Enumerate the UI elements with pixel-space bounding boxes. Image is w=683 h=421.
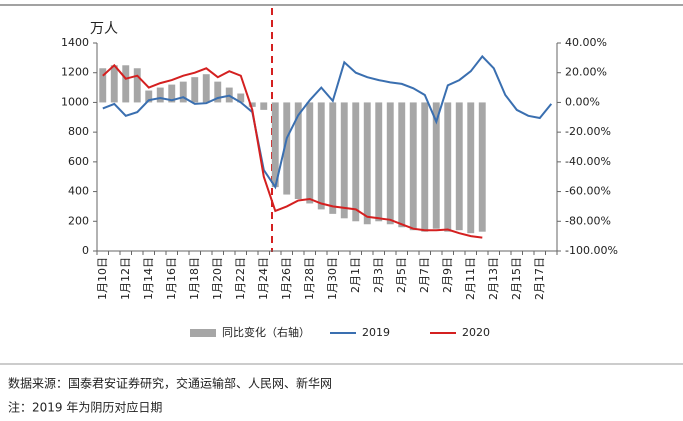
- x-tick-label: 2月17日: [533, 257, 546, 300]
- bar: [455, 102, 463, 231]
- y-tick-label: 0: [82, 244, 89, 257]
- bar: [156, 87, 164, 103]
- x-tick-label: 1月28日: [303, 257, 316, 300]
- x-tick-label: 2月7日: [418, 257, 431, 293]
- y-unit: 万人: [90, 21, 118, 37]
- legend-label: 同比变化（右轴）: [222, 325, 310, 339]
- x-tick-label: 2月3日: [372, 257, 385, 293]
- x-tick-label: 2月11日: [464, 257, 477, 300]
- bar: [271, 102, 279, 188]
- bar: [352, 102, 360, 222]
- x-tick-label: 1月20日: [211, 257, 224, 300]
- bar: [340, 102, 348, 219]
- x-tick-label: 1月26日: [280, 257, 293, 300]
- line: [102, 63, 483, 239]
- bar: [363, 102, 371, 225]
- x-tick-label: 2月1日: [349, 257, 362, 293]
- y-tick-label: 1200: [61, 66, 89, 79]
- y-tick-label: 800: [68, 125, 89, 138]
- x-tick-label: 1月18日: [188, 257, 201, 300]
- x-tick-label: 1月24日: [257, 257, 270, 300]
- bar: [294, 102, 302, 199]
- x-tick-label: 2月15日: [510, 257, 523, 300]
- x-tick-label: 1月14日: [142, 257, 155, 300]
- y2-tick-label: -100.00%: [565, 244, 618, 257]
- bar: [329, 102, 337, 214]
- y-tick-label: 1400: [61, 36, 89, 49]
- bar: [444, 102, 452, 232]
- bar: [214, 81, 222, 103]
- y-tick-label: 600: [68, 155, 89, 168]
- x-tick-label: 2月13日: [487, 257, 500, 300]
- y-tick-label: 1000: [61, 95, 89, 108]
- x-tick-label: 1月10日: [96, 257, 109, 300]
- bar: [202, 74, 210, 103]
- source-note: 数据来源：国泰君安证券研究，交通运输部、人民网、新华网: [8, 376, 332, 391]
- bar: [179, 81, 187, 103]
- y2-tick-label: -20.00%: [565, 125, 611, 138]
- y2-tick-label: -60.00%: [565, 185, 611, 198]
- bar: [375, 102, 383, 222]
- legend-swatch: [190, 329, 216, 337]
- bar: [386, 102, 394, 225]
- bar: [99, 68, 107, 103]
- y2-tick-label: -40.00%: [565, 155, 611, 168]
- bar: [122, 65, 130, 103]
- bar: [398, 102, 406, 228]
- bar: [145, 90, 153, 103]
- y2-tick-label: 0.00%: [565, 95, 600, 108]
- bar: [306, 102, 314, 204]
- bar: [409, 102, 417, 231]
- bar: [283, 102, 291, 195]
- x-tick-label: 1月22日: [234, 257, 247, 300]
- x-tick-label: 2月9日: [441, 257, 454, 293]
- y-tick-label: 400: [68, 185, 89, 198]
- bar: [260, 102, 268, 110]
- bar: [248, 102, 256, 107]
- bar: [191, 77, 199, 103]
- bar: [168, 84, 176, 103]
- bar: [133, 68, 141, 103]
- bar: [317, 102, 325, 210]
- bar: [478, 102, 486, 232]
- legend-label: 2019: [362, 326, 390, 339]
- bar: [237, 93, 245, 103]
- bar: [421, 102, 429, 232]
- y-tick-label: 200: [68, 214, 89, 227]
- bar: [467, 102, 475, 234]
- bar: [432, 102, 440, 229]
- line: [102, 54, 553, 190]
- x-tick-label: 2月5日: [395, 257, 408, 293]
- x-tick-label: 1月30日: [326, 257, 339, 300]
- y2-tick-label: 40.00%: [565, 36, 607, 49]
- y2-tick-label: -80.00%: [565, 214, 611, 227]
- legend-label: 2020: [462, 326, 490, 339]
- x-tick-label: 1月12日: [119, 257, 132, 300]
- x-tick-label: 1月16日: [165, 257, 178, 300]
- y2-tick-label: 20.00%: [565, 66, 607, 79]
- note: 注：2019 年为阴历对应日期: [8, 400, 162, 415]
- bar: [110, 65, 118, 103]
